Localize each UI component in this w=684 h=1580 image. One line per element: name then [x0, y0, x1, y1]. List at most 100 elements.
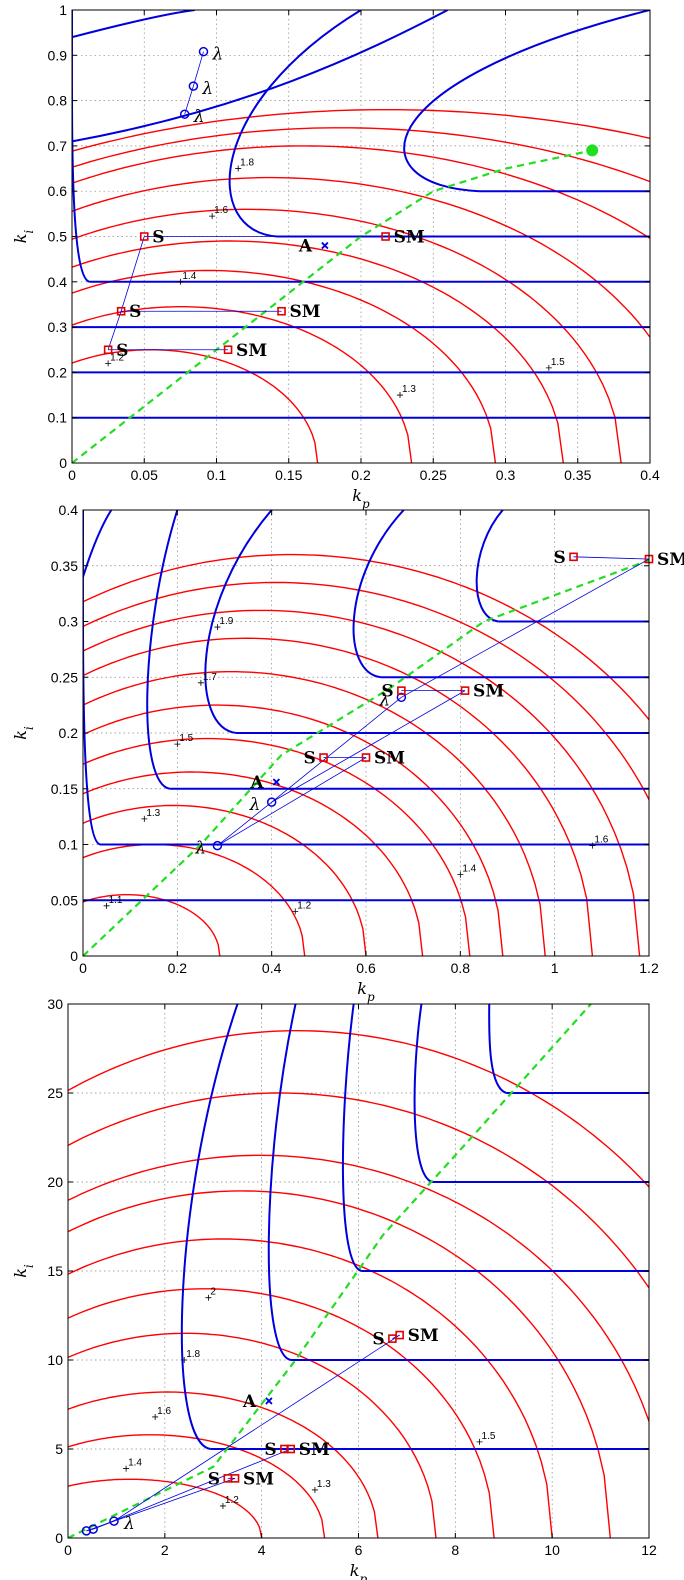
- y-tick-label: 20: [47, 1174, 63, 1190]
- x-tick-label: 0.15: [275, 467, 302, 483]
- lambda-chain: [192, 51, 204, 87]
- plot-area: [72, 10, 650, 463]
- blue-contour: [413, 1004, 433, 1183]
- lambda-link: [217, 757, 367, 846]
- x-tick-label: 0.2: [351, 467, 371, 483]
- s-marker: [139, 232, 149, 241]
- y-tick-label: 0.5: [48, 229, 68, 245]
- s-marker: [319, 753, 328, 762]
- y-tick-label: 10: [47, 1352, 63, 1368]
- contour-tick: [205, 1294, 212, 1301]
- contour-label: 1.5: [551, 357, 565, 368]
- a-marker: [272, 778, 281, 786]
- point-label: SM: [236, 341, 267, 361]
- green-dashed-line: [68, 1004, 592, 1538]
- y-tick-label: 0: [55, 1530, 63, 1546]
- y-axis-label: ki: [11, 230, 36, 244]
- lambda-label: λ: [201, 79, 213, 99]
- blue-contour: [488, 1004, 508, 1094]
- red-contour: [72, 145, 650, 240]
- point-label: S: [372, 1330, 384, 1350]
- point-label: S: [554, 548, 566, 568]
- s-marker: [460, 686, 470, 695]
- red-contour: [68, 1478, 263, 1538]
- s-marker: [397, 686, 406, 695]
- red-contour: [72, 176, 650, 339]
- contour-tick: [105, 360, 112, 367]
- lambda-marker: [266, 797, 277, 807]
- y-tick-label: 0.8: [48, 93, 68, 109]
- x-axis-label: kp: [352, 486, 370, 511]
- red-contour: [68, 1154, 649, 1424]
- x-tick-label: 4: [258, 1542, 266, 1558]
- plot-area: [68, 1004, 649, 1538]
- s-marker: [116, 306, 126, 316]
- x-tick-label: 0.35: [564, 467, 591, 483]
- contour-label: 1.2: [110, 352, 124, 363]
- a-marker: [321, 241, 329, 250]
- point-label: SM: [473, 682, 504, 702]
- lambda-chain: [217, 801, 272, 846]
- x-tick-label: 1: [551, 960, 559, 976]
- contour-tick: [397, 392, 404, 399]
- contour-tick: [209, 213, 216, 220]
- y-axis-label: ki: [11, 1264, 36, 1278]
- point-label: SM: [408, 1326, 439, 1346]
- point-label: S: [264, 1440, 276, 1460]
- blue-contour: [352, 510, 405, 679]
- contour-label: 1.8: [240, 158, 254, 169]
- y-tick-label: 15: [47, 1263, 63, 1279]
- y-tick-label: 0: [59, 455, 67, 471]
- contour-tick: [197, 679, 204, 686]
- point-label: S: [304, 749, 316, 769]
- s-marker: [381, 232, 390, 241]
- lambda-link: [271, 690, 466, 803]
- x-tick-label: 0: [79, 960, 87, 976]
- chart-3: 1.2 1.3 1.4 1.5 1.6 1.8 2 S SM S SM S SM Aλ 0 2 4 6 8 10 12 0…: [11, 996, 657, 1580]
- red-contour: [68, 1030, 649, 1188]
- red-contour: [68, 1238, 553, 1538]
- contour-tick: [214, 624, 221, 631]
- chart-2: 1.1 1.2 1.3 1.4 1.5 1.6 1.7 1.9 S SM S SM S SM Aλ λ λ 0 0.…: [11, 502, 684, 1004]
- blue-contour: [228, 10, 362, 238]
- x-tick-label: 0.3: [496, 467, 516, 483]
- contour-label: 1.3: [146, 808, 160, 819]
- green-dashed-line: [83, 559, 649, 956]
- s-chain: [120, 236, 145, 312]
- blue-contour: [204, 510, 273, 734]
- y-tick-label: 0.1: [59, 837, 79, 853]
- s-marker: [286, 1444, 296, 1454]
- red-contour: [72, 127, 650, 183]
- green-dot: [586, 144, 599, 157]
- red-contour: [72, 109, 650, 152]
- point-label: SM: [394, 228, 425, 248]
- lambda-link: [93, 1448, 291, 1530]
- x-tick-label: 0: [64, 1542, 72, 1558]
- red-contour: [72, 349, 319, 463]
- contour-label: 1.4: [128, 1458, 142, 1469]
- blue-contour: [72, 10, 90, 283]
- red-contour: [83, 804, 367, 956]
- y-tick-label: 5: [55, 1441, 63, 1457]
- red-contour: [83, 671, 546, 956]
- blue-contour: [146, 510, 179, 790]
- s-marker: [230, 1474, 240, 1483]
- red-contour: [83, 771, 424, 956]
- contour-label: 1.2: [225, 1495, 239, 1506]
- contour-label: 1.6: [594, 835, 608, 846]
- contour-tick: [476, 1438, 483, 1445]
- contour-tick: [311, 1486, 318, 1493]
- contour-label: 1.3: [402, 384, 416, 395]
- x-tick-label: 0: [68, 467, 76, 483]
- lambda-chain: [184, 85, 194, 115]
- s-chain: [107, 311, 122, 350]
- contour-label: 1.3: [317, 1479, 331, 1490]
- contour-label: 1.1: [109, 895, 123, 906]
- y-tick-label: 0.1: [48, 410, 68, 426]
- lambda-label: λ: [211, 45, 223, 65]
- contour-tick: [219, 1502, 226, 1509]
- contour-label: 1.6: [157, 1406, 171, 1417]
- y-axis-label: ki: [11, 726, 36, 740]
- lambda-label: λ: [249, 795, 261, 815]
- x-tick-label: 0.2: [168, 960, 188, 976]
